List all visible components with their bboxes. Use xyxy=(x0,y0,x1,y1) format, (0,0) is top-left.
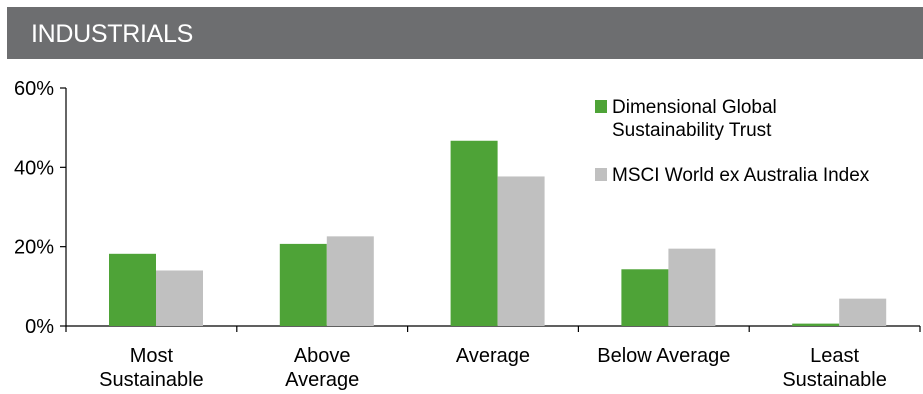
bar-series-1-5 xyxy=(792,323,840,326)
legend-swatch-1 xyxy=(595,100,607,113)
bar-series-2-1 xyxy=(156,270,203,326)
bar-series-2-5 xyxy=(839,298,887,326)
bar-series-1-3 xyxy=(450,140,498,326)
x-category-label: Above Average xyxy=(285,345,359,391)
legend-swatch-2 xyxy=(595,168,607,181)
legend-label-1: Dimensional Global Sustainability Trust xyxy=(612,97,777,141)
bar-series-1-4 xyxy=(621,269,669,326)
x-category-label: Average xyxy=(456,345,530,367)
bar-series-1-1 xyxy=(109,253,156,326)
header-bar: INDUSTRIALS xyxy=(7,7,923,59)
x-category-label: Below Average xyxy=(597,345,730,367)
x-category-label: Least Sustainable xyxy=(782,345,887,391)
x-category-label: Most Sustainable xyxy=(99,345,204,391)
bar-series-2-2 xyxy=(326,236,374,326)
y-tick-label: 0% xyxy=(25,316,54,338)
bar-series-1-2 xyxy=(279,243,327,326)
bar-series-2-3 xyxy=(497,176,545,326)
page-title: INDUSTRIALS xyxy=(31,20,194,48)
y-tick-label: 40% xyxy=(14,157,54,179)
y-tick-label: 60% xyxy=(14,78,54,100)
bar-series-2-4 xyxy=(668,248,716,326)
legend-label-2: MSCI World ex Australia Index xyxy=(612,165,870,186)
y-tick-label: 20% xyxy=(14,237,54,259)
